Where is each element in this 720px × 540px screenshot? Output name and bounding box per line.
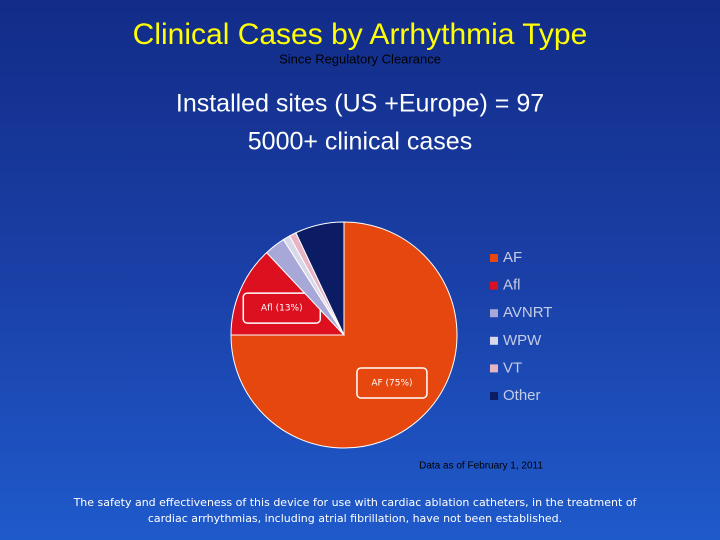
pie-slice (295, 221, 345, 336)
legend-label: AVNRT (503, 304, 552, 321)
note: Data as of February 1, 2011 (419, 461, 543, 472)
legend-label: VT (503, 359, 522, 376)
footer: cardiac arrhythmias, including atrial fi… (148, 512, 562, 525)
legend-label: WPW (503, 332, 542, 349)
footer: The safety and effectiveness of this dev… (73, 496, 638, 509)
legend-swatch (490, 254, 498, 262)
data-label: Afl (13%) (261, 304, 303, 314)
data-label-box (356, 367, 428, 399)
legend-label: Other (503, 387, 541, 404)
legend: AF Afl AVNRT WPW VT Other (490, 249, 552, 404)
legend-swatch (490, 392, 498, 400)
pie: AF (75%) Afl (13%) (230, 221, 458, 449)
data-label: AF (75%) (371, 378, 412, 388)
legend-label: AF (503, 249, 522, 266)
legend-swatch (490, 309, 498, 318)
legend-label: Afl (503, 277, 521, 294)
headline: 5000+ clinical cases (248, 128, 472, 156)
chart-title: Clinical Cases by Arrhythmia Type (133, 18, 588, 51)
chart-subtitle: Since Regulatory Clearance (279, 51, 441, 66)
legend-swatch (490, 336, 498, 345)
legend-swatch (490, 364, 498, 373)
legend-swatch (490, 281, 498, 290)
headline: Installed sites (US +Europe) = 97 (176, 90, 544, 118)
